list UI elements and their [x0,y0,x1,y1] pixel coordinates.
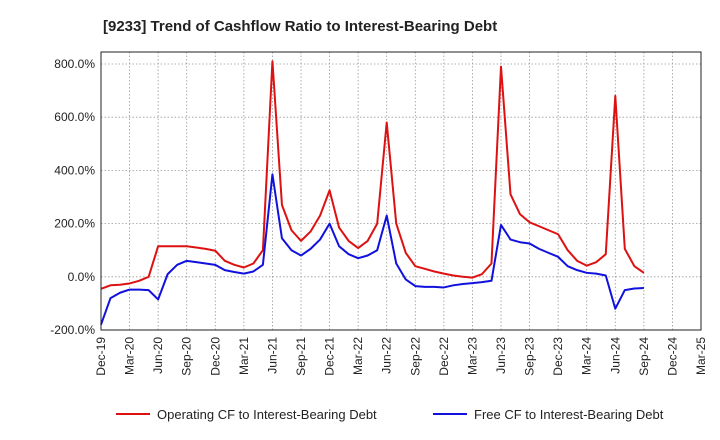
x-tick-label: Sep-24 [637,337,651,376]
x-axis-labels: Dec-19 Mar-20 Jun-20 Sep-20 Dec-20 Mar-21 Jun-… [94,337,708,376]
y-tick-label: -200.0% [50,323,95,337]
x-grid [100,52,702,330]
plot-border [100,51,702,331]
x-tick-label: Sep-23 [523,337,537,376]
legend-label-operating-cf: Operating CF to Interest-Bearing Debt [157,407,377,422]
y-tick-label: 400.0% [54,163,95,177]
plot-area [100,51,702,331]
x-tick-label: Mar-21 [237,337,251,375]
y-tick-label: 800.0% [54,57,95,71]
x-tick-label: Dec-24 [665,337,679,376]
x-tick-label: Mar-20 [123,337,137,375]
y-tick-label: 200.0% [54,217,95,231]
x-tick-label: Dec-23 [551,337,565,376]
x-tick-label: Dec-19 [94,337,108,376]
x-tick-label: Mar-24 [580,337,594,375]
y-tick-label: 0.0% [68,270,96,284]
series-line-free-cf [100,173,644,326]
legend: Operating CF to Interest-Bearing Debt Fr… [116,407,664,422]
legend-label-free-cf: Free CF to Interest-Bearing Debt [474,407,664,422]
x-tick-label: Dec-22 [437,337,451,376]
x-tick-label: Dec-20 [208,337,222,376]
x-tick-label: Jun-21 [265,337,279,374]
x-tick-label: Sep-22 [408,337,422,376]
y-tick-label: 600.0% [54,110,95,124]
x-tick-label: Dec-21 [323,337,337,376]
x-tick-label: Mar-25 [694,337,708,375]
x-tick-label: Sep-20 [180,337,194,376]
chart-title: [9233] Trend of Cashflow Ratio to Intere… [103,18,497,35]
series-lines [100,60,645,326]
x-tick-label: Jun-24 [608,337,622,374]
x-tick-label: Jun-23 [494,337,508,374]
y-axis-labels: 800.0% 600.0% 400.0% 200.0% 0.0% -200.0% [50,57,95,337]
x-tick-label: Jun-22 [380,337,394,374]
x-tick-label: Jun-20 [151,337,165,374]
x-tick-label: Sep-21 [294,337,308,376]
x-tick-label: Mar-23 [465,337,479,375]
series-line-operating-cf [100,60,645,290]
x-tick-label: Mar-22 [351,337,365,375]
